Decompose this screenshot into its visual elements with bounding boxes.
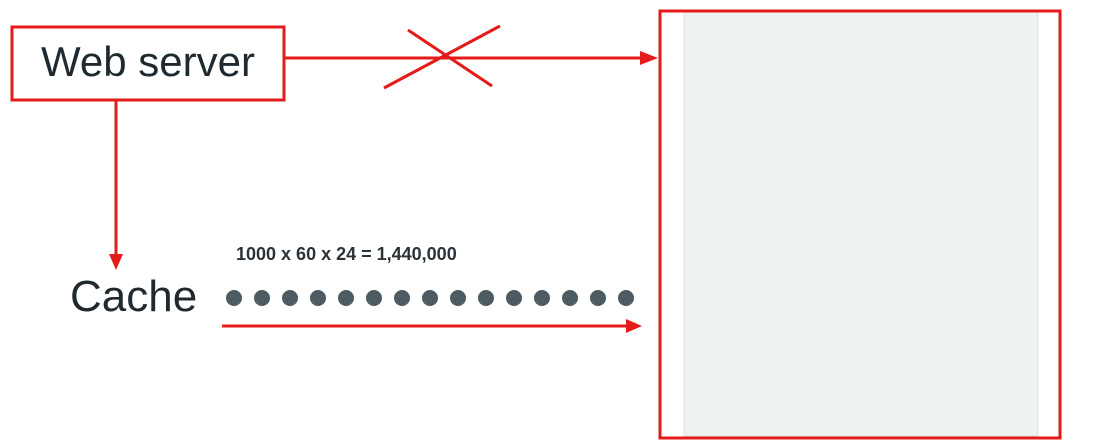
request-dot	[618, 290, 634, 306]
request-dot	[338, 290, 354, 306]
request-formula: 1000 x 60 x 24 = 1,440,000	[236, 244, 457, 264]
request-dot	[282, 290, 298, 306]
web-server-to-cache-head	[109, 254, 123, 270]
request-dot	[590, 290, 606, 306]
target-panel-fill	[683, 11, 1039, 437]
web-server-box	[10, 25, 286, 102]
request-dot	[254, 290, 270, 306]
request-dot	[478, 290, 494, 306]
request-dot	[310, 290, 326, 306]
blocked-arrow-head	[640, 51, 658, 65]
request-dot	[450, 290, 466, 306]
blocked-cross-stroke-1	[383, 24, 501, 90]
request-dot	[226, 290, 242, 306]
cache-to-panel-head	[626, 319, 642, 333]
request-dot	[366, 290, 382, 306]
blocked-cross-stroke-2	[407, 28, 493, 88]
request-dots	[226, 290, 634, 306]
target-panel-outline	[658, 9, 1062, 440]
request-dot	[562, 290, 578, 306]
request-dot	[534, 290, 550, 306]
web-server-label: Web server	[41, 38, 255, 85]
request-dot	[394, 290, 410, 306]
request-dot	[422, 290, 438, 306]
cache-label: Cache	[70, 272, 198, 321]
request-dot	[506, 290, 522, 306]
